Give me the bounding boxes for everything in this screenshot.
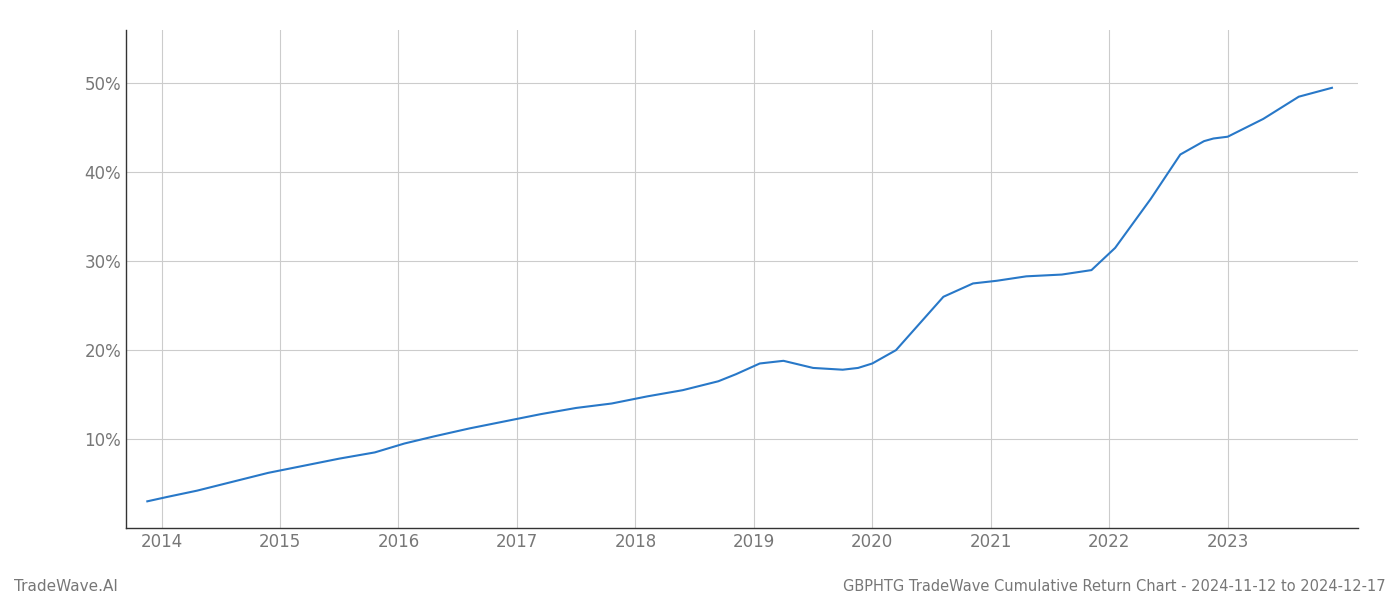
Text: GBPHTG TradeWave Cumulative Return Chart - 2024-11-12 to 2024-12-17: GBPHTG TradeWave Cumulative Return Chart…	[843, 579, 1386, 594]
Text: TradeWave.AI: TradeWave.AI	[14, 579, 118, 594]
